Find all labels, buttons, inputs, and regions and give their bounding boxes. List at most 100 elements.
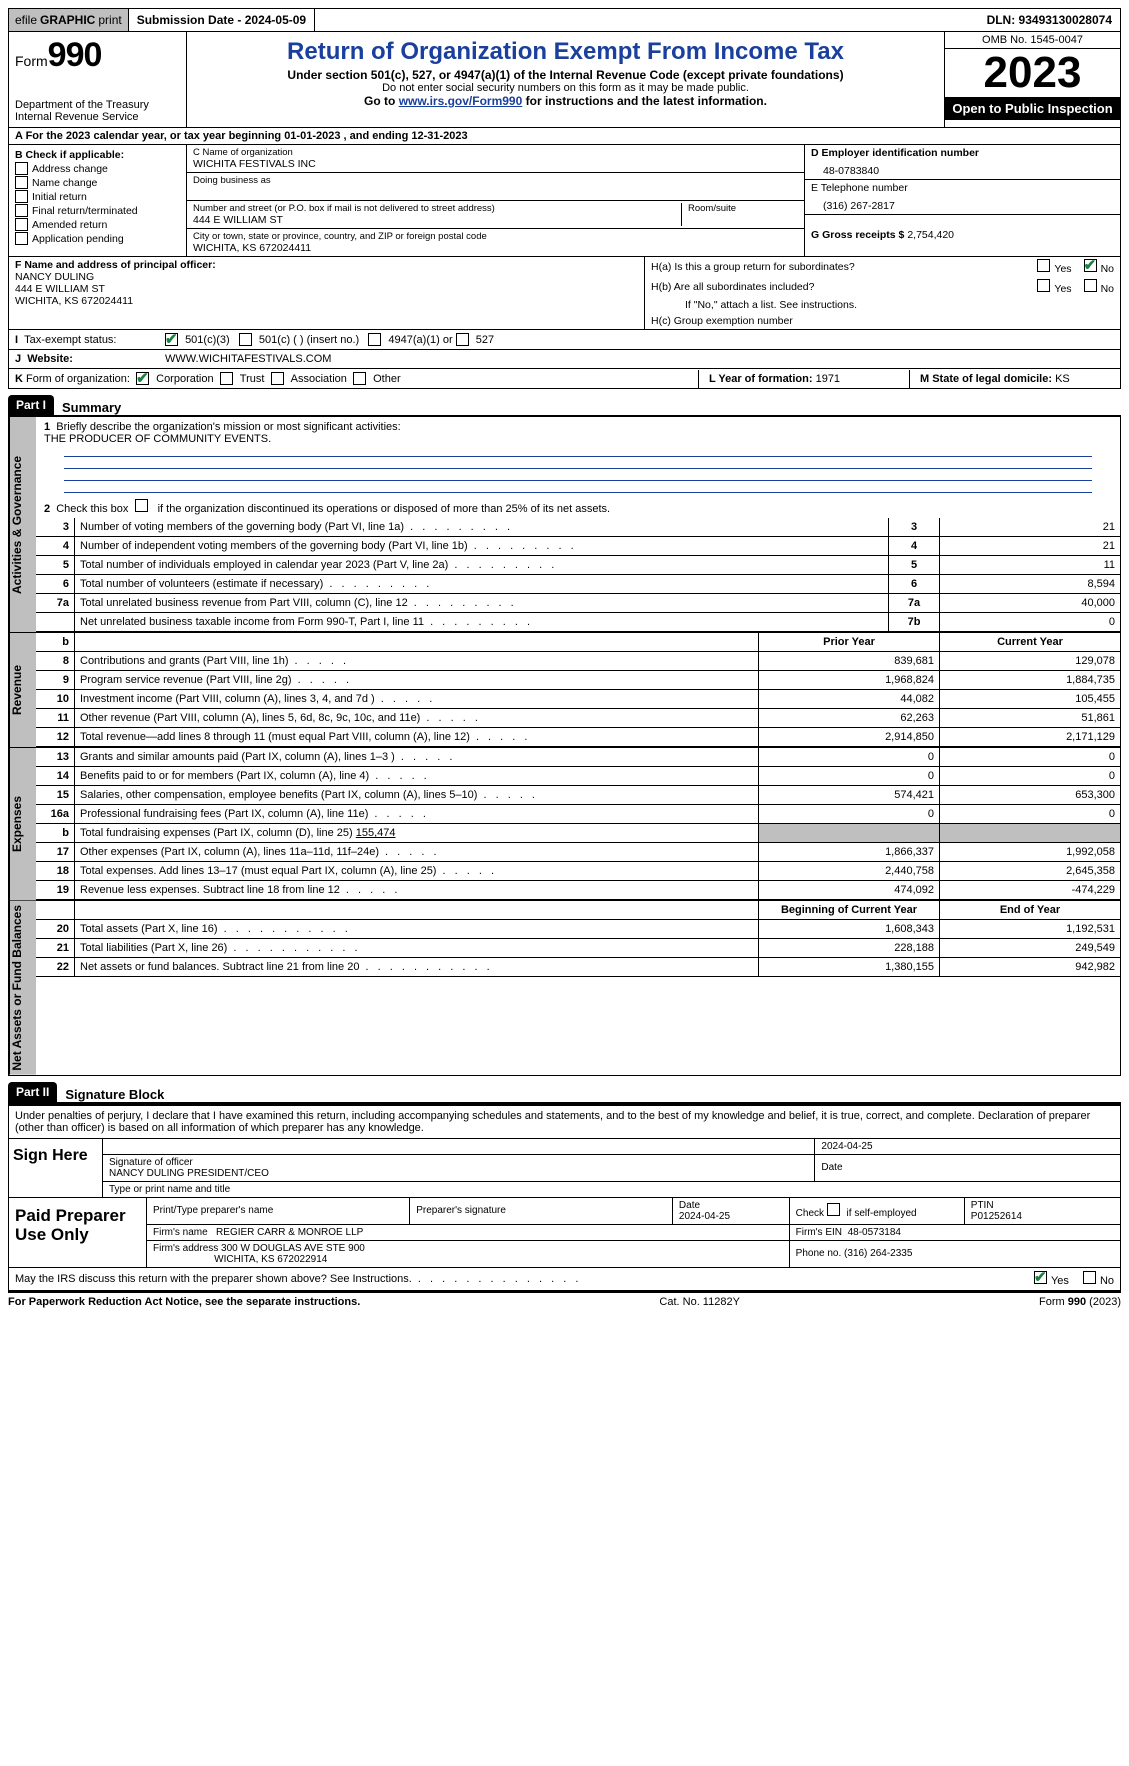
- label-4947: 4947(a)(1) or: [388, 334, 452, 346]
- ein: 48-0783840: [811, 159, 1114, 177]
- preparer-cells: Print/Type preparer's name Preparer's si…: [147, 1198, 1120, 1267]
- vtab-governance: Activities & Governance: [9, 417, 36, 632]
- check-app-pending[interactable]: Application pending: [15, 232, 180, 245]
- tel-cell: E Telephone number (316) 267-2817: [805, 180, 1120, 215]
- part-ii-bar: Part II Signature Block: [8, 1076, 1121, 1104]
- checkbox-icon[interactable]: [1037, 259, 1050, 272]
- check-final-return[interactable]: Final return/terminated: [15, 204, 180, 217]
- check-corp[interactable]: [136, 372, 149, 385]
- column-d: D Employer identification number 48-0783…: [804, 145, 1120, 256]
- table-row: 11Other revenue (Part VIII, column (A), …: [36, 709, 1120, 728]
- firm-phone-cell: Phone no. (316) 264-2335: [789, 1240, 1120, 1267]
- line-2: 2 Check this box if the organization dis…: [36, 493, 1120, 518]
- netassets-block: Net Assets or Fund Balances Beginning of…: [8, 901, 1121, 1076]
- address-row: Number and street (or P.O. box if mail i…: [187, 201, 804, 229]
- governance-table: 3Number of voting members of the governi…: [36, 518, 1120, 632]
- table-row: 19Revenue less expenses. Subtract line 1…: [36, 881, 1120, 900]
- discuss-no[interactable]: No: [1083, 1271, 1114, 1287]
- checkbox-icon[interactable]: [15, 162, 28, 175]
- room-cell: Room/suite: [682, 203, 798, 226]
- expenses-content: 13Grants and similar amounts paid (Part …: [36, 748, 1120, 900]
- check-assoc[interactable]: [271, 372, 284, 385]
- form-label: Form: [15, 53, 48, 69]
- check-501c[interactable]: [239, 333, 252, 346]
- l-label: L Year of formation:: [709, 373, 813, 385]
- checkbox-icon[interactable]: [1037, 279, 1050, 292]
- tel-label: E Telephone number: [811, 182, 1114, 194]
- checkbox-icon[interactable]: [1084, 259, 1097, 272]
- checkbox-icon[interactable]: [15, 190, 28, 203]
- check-amended[interactable]: Amended return: [15, 218, 180, 231]
- form-number: Form990: [15, 36, 180, 75]
- table-row: 10Investment income (Part VIII, column (…: [36, 690, 1120, 709]
- prep-sig-label: Preparer's signature: [410, 1198, 673, 1225]
- check-527[interactable]: [456, 333, 469, 346]
- label-corp: Corporation: [156, 373, 213, 385]
- form-header: Form990 Department of the Treasury Inter…: [8, 32, 1121, 128]
- checkbox-icon[interactable]: [1084, 279, 1097, 292]
- efile-print: print: [98, 13, 121, 27]
- m-value: KS: [1055, 373, 1070, 385]
- perjury-text: Under penalties of perjury, I declare th…: [8, 1104, 1121, 1139]
- discuss-text: May the IRS discuss this return with the…: [15, 1273, 412, 1285]
- check-4947[interactable]: [368, 333, 381, 346]
- goto-line: Go to www.irs.gov/Form990 for instructio…: [195, 94, 936, 108]
- label-501c: 501(c) ( ) (insert no.): [259, 334, 359, 346]
- goto-link[interactable]: www.irs.gov/Form990: [399, 94, 523, 108]
- checkbox-icon[interactable]: [15, 204, 28, 217]
- department: Department of the Treasury Internal Reve…: [15, 99, 180, 123]
- checkbox-icon[interactable]: [1034, 1271, 1047, 1284]
- ein-label: D Employer identification number: [811, 147, 1114, 159]
- check-self-employed[interactable]: [827, 1203, 840, 1216]
- underline: [64, 479, 1092, 481]
- website-url: WWW.WICHITAFESTIVALS.COM: [165, 353, 331, 365]
- goto-pre: Go to: [364, 94, 399, 108]
- column-c: C Name of organization WICHITA FESTIVALS…: [187, 145, 804, 256]
- checkbox-icon[interactable]: [15, 232, 28, 245]
- col-b-header: B Check if applicable:: [15, 149, 180, 161]
- firm-name: REGIER CARR & MONROE LLP: [216, 1227, 363, 1238]
- check-address-change[interactable]: Address change: [15, 162, 180, 175]
- ha-yes[interactable]: Yes: [1037, 259, 1071, 275]
- checkbox-icon[interactable]: [15, 218, 28, 231]
- hb-no[interactable]: No: [1084, 279, 1114, 295]
- table-row: bTotal fundraising expenses (Part IX, co…: [36, 824, 1120, 843]
- check-other[interactable]: [353, 372, 366, 385]
- label-other: Other: [373, 373, 401, 385]
- part-i-bar: Part I Summary: [8, 389, 1121, 417]
- beginning-year-header: Beginning of Current Year: [759, 901, 940, 920]
- ha-no[interactable]: No: [1084, 259, 1114, 275]
- vtab-expenses: Expenses: [9, 748, 36, 900]
- discuss-yes[interactable]: Yes: [1034, 1271, 1069, 1287]
- street: 444 E WILLIAM ST: [193, 214, 675, 226]
- org-name: WICHITA FESTIVALS INC: [193, 158, 798, 170]
- officer-name: NANCY DULING: [15, 271, 638, 283]
- check-501c3[interactable]: [165, 333, 178, 346]
- street-label: Number and street (or P.O. box if mail i…: [193, 203, 675, 214]
- part-ii-title: Signature Block: [65, 1087, 164, 1102]
- efile-badge: efile GRAPHIC print: [9, 9, 129, 31]
- gross-cell: G Gross receipts $ 2,754,420: [805, 215, 1120, 243]
- revenue-table: b Prior Year Current Year 8Contributions…: [36, 633, 1120, 747]
- check-name-change[interactable]: Name change: [15, 176, 180, 189]
- room-label: Room/suite: [688, 203, 798, 214]
- firm-ein-cell: Firm's EIN 48-0573184: [789, 1224, 1120, 1240]
- table-row: 13Grants and similar amounts paid (Part …: [36, 748, 1120, 767]
- ein-cell: D Employer identification number 48-0783…: [805, 145, 1120, 180]
- na-header-row: Beginning of Current Year End of Year: [36, 901, 1120, 920]
- check-trust[interactable]: [220, 372, 233, 385]
- checkbox-icon[interactable]: [1083, 1271, 1096, 1284]
- check-discontinued[interactable]: [135, 499, 148, 512]
- officer-signature-name: NANCY DULING PRESIDENT/CEO: [109, 1168, 269, 1179]
- hb-yes[interactable]: Yes: [1037, 279, 1071, 295]
- checkbox-icon[interactable]: [15, 176, 28, 189]
- sig-date-cell: 2024-04-25: [815, 1139, 1120, 1155]
- mission-text: THE PRODUCER OF COMMUNITY EVENTS.: [44, 433, 271, 445]
- preparer-label: Paid Preparer Use Only: [9, 1198, 147, 1267]
- check-initial-return[interactable]: Initial return: [15, 190, 180, 203]
- firm-addr-cell: Firm's address 300 W DOUGLAS AVE STE 900…: [147, 1240, 789, 1267]
- check-label: Final return/terminated: [32, 205, 138, 217]
- hb-label: H(b) Are all subordinates included?: [651, 281, 891, 293]
- tax-exempt-row: I Tax-exempt status: 501(c)(3) 501(c) ( …: [8, 330, 1121, 350]
- firm-addr1: 300 W DOUGLAS AVE STE 900: [221, 1243, 365, 1254]
